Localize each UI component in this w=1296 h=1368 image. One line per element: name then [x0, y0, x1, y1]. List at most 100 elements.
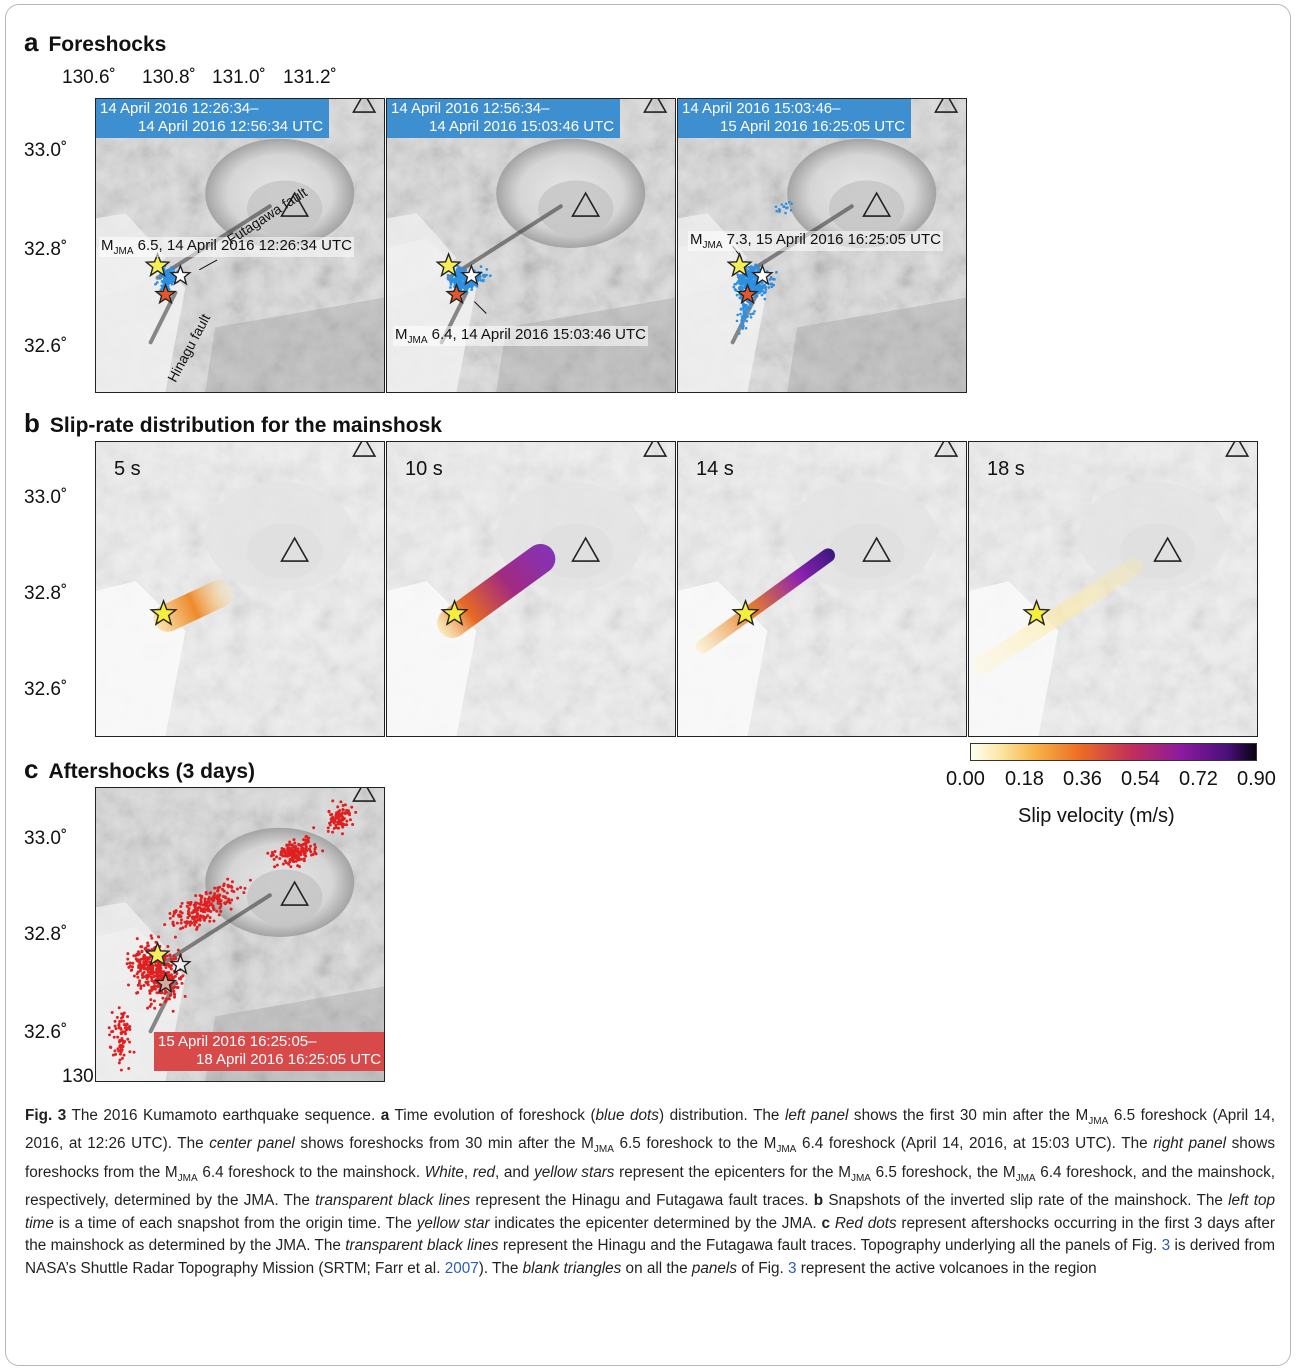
seismicity-dot [155, 991, 159, 995]
seismicity-dot [293, 841, 297, 845]
colorbar-title: Slip velocity (m/s) [1018, 805, 1175, 827]
seismicity-dot [345, 819, 349, 823]
seismicity-dot [208, 916, 212, 920]
seismicity-dot [297, 855, 301, 859]
seismicity-dot [172, 992, 176, 996]
caption-text: is a time of each snapshot from the orig… [53, 1214, 417, 1232]
seismicity-dot [170, 975, 174, 979]
seismicity-dot [121, 1041, 125, 1045]
seismicity-dot [297, 843, 301, 847]
caption-text: 6.5 foreshock (April 14, 2016, at 12:26 … [25, 1107, 1276, 1153]
seismicity-dot [751, 276, 755, 279]
seismicity-dot [270, 850, 274, 854]
seismicity-dot [139, 984, 143, 988]
seismicity-dot [174, 957, 178, 961]
seismicity-dot [275, 863, 279, 867]
seismicity-dot [179, 905, 183, 908]
seismicity-dot [161, 974, 165, 978]
seismicity-dot [746, 278, 749, 282]
seismicity-dot [161, 286, 164, 290]
seismicity-dot [216, 894, 220, 898]
colorbar-tick: 0.54 [1121, 768, 1160, 790]
seismicity-dot [482, 278, 485, 282]
foreshock-m65-star-icon [751, 263, 774, 286]
seismicity-dot [745, 319, 749, 323]
seismicity-dot [331, 799, 335, 803]
lon-label: 130.8˚ [142, 67, 196, 88]
seismicity-dot [145, 960, 149, 964]
seismicity-dot [211, 896, 215, 900]
figure-link[interactable]: 3 [1161, 1237, 1171, 1255]
seismicity-dot [162, 971, 166, 975]
seismicity-dot [230, 880, 234, 884]
seismicity-dot [145, 981, 149, 985]
seismicity-dot [470, 285, 474, 289]
seismicity-dot [137, 981, 141, 985]
lon-label: 130.6˚ [62, 67, 116, 88]
seismicity-dot [742, 308, 746, 312]
seismicity-dot [212, 907, 216, 911]
seismicity-dot [197, 923, 201, 927]
seismicity-dot [338, 819, 342, 823]
seismicity-dot [304, 834, 308, 838]
seismicity-dot [175, 921, 179, 925]
seismicity-dot [203, 898, 207, 902]
epicenter-star-icon [440, 598, 469, 626]
seismicity-dot [120, 1048, 124, 1052]
seismicity-dot [146, 944, 150, 948]
seismicity-dot [107, 1026, 111, 1030]
seismicity-dot [194, 894, 198, 898]
seismicity-dot [289, 865, 293, 869]
seismicity-dot [170, 282, 174, 286]
seismicity-dot [752, 280, 756, 284]
caption-sub: JMA [177, 1172, 198, 1184]
seismicity-dot [312, 826, 316, 830]
slip-rate-field [437, 442, 668, 638]
citation-link[interactable]: 2007 [444, 1259, 479, 1277]
seismicity-dot [739, 324, 742, 328]
seismicity-dot [299, 853, 303, 857]
seismicity-dot [332, 819, 336, 823]
caption-emph: right panel [1153, 1135, 1227, 1153]
seismicity-dot [134, 954, 138, 958]
seismicity-dot [757, 283, 761, 287]
seismicity-dot [746, 315, 749, 318]
seismicity-dot [272, 857, 276, 861]
seismicity-dot [191, 911, 195, 915]
seismicity-dot [195, 908, 199, 912]
seismicity-dot [746, 300, 749, 303]
seismicity-dot [211, 899, 215, 903]
seismicity-dot [770, 282, 774, 286]
seismicity-dot [342, 817, 346, 820]
seismicity-dot [222, 882, 226, 886]
seismicity-dot [218, 885, 222, 889]
seismicity-dot [175, 972, 179, 976]
seismicity-dot [168, 953, 172, 957]
seismicity-dot [763, 291, 766, 295]
seismicity-dot [734, 288, 737, 291]
volcano-triangle-icon [280, 191, 310, 217]
seismicity-dot [135, 937, 139, 941]
seismicity-dot [331, 830, 335, 834]
seismicity-dot [193, 904, 197, 908]
seismicity-dot [303, 851, 307, 855]
seismicity-dot [213, 892, 217, 896]
seismicity-dot [117, 1061, 121, 1065]
seismicity-dot [216, 901, 220, 905]
foreshock-m65-star-icon [169, 952, 192, 975]
seismicity-dot [161, 996, 165, 1000]
seismicity-dot [138, 979, 142, 983]
foreshock-m64-star-icon [736, 282, 759, 305]
volcano-triangle-icon [1153, 536, 1183, 562]
caption-emph: center panel [209, 1135, 295, 1153]
seismicity-dot [458, 266, 462, 270]
seismicity-dot [742, 310, 746, 314]
lat-label: 32.6˚ [24, 336, 68, 357]
snapshot-time: 5 s [114, 458, 141, 480]
seismicity-dot [790, 202, 793, 205]
figure-link[interactable]: 3 [788, 1259, 797, 1277]
seismicity-dot [172, 267, 176, 271]
seismicity-dot [180, 918, 183, 922]
caption-text: Time evolution of foreshock ( [389, 1107, 596, 1124]
seismicity-dot [137, 952, 141, 956]
